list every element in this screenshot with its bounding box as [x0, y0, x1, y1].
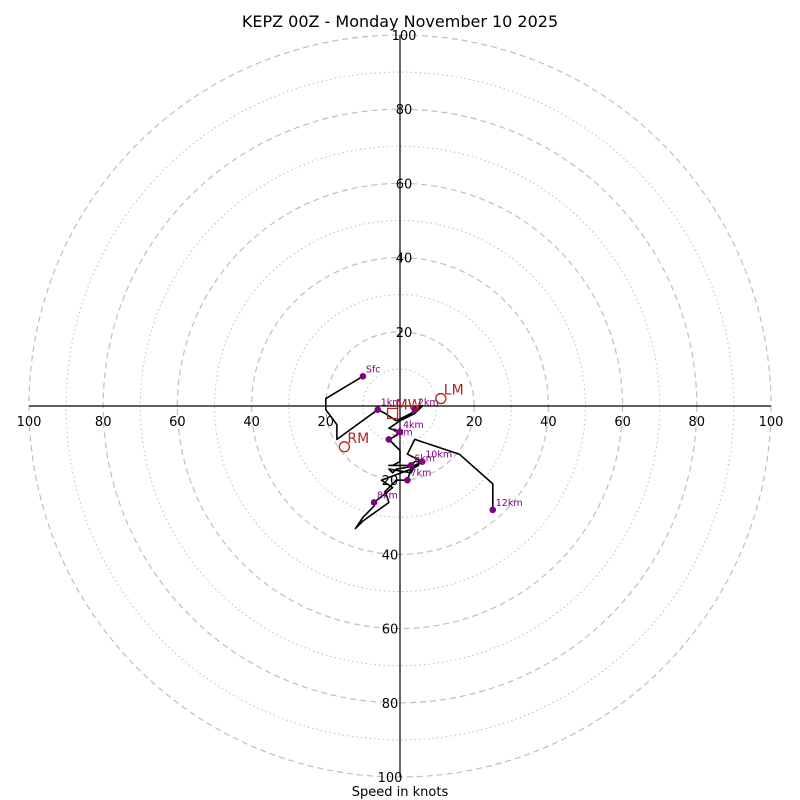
storm-label-rm: RM	[347, 431, 369, 447]
height-point-1km	[374, 406, 382, 414]
height-point-8km	[370, 499, 378, 506]
tick-top-60: 60	[396, 177, 413, 192]
tick-left-40: 40	[243, 415, 260, 430]
tick-bottom-60: 60	[382, 623, 399, 638]
hodograph-trace	[325, 375, 494, 530]
axes	[29, 35, 771, 777]
storm-marker-rm	[338, 441, 351, 453]
storm-marker-mw	[386, 407, 399, 420]
height-markers: Sfc1km2km3km4km6km7km8km10km12km	[359, 364, 523, 514]
height-label-4km: 4km	[403, 420, 424, 431]
chart-title: KEPZ 00Z - Monday November 10 2025	[242, 12, 558, 31]
height-label-8km: 8km	[377, 490, 398, 501]
height-label-sfc: Sfc	[366, 364, 381, 375]
height-point-10km	[418, 458, 426, 465]
tick-right-80: 80	[689, 415, 706, 430]
tick-right-60: 60	[614, 415, 631, 430]
height-label-1km: 1km	[381, 398, 402, 409]
tick-left-60: 60	[169, 415, 186, 430]
height-point-sfc	[359, 373, 367, 380]
height-label-10km: 10km	[425, 450, 452, 461]
tick-bottom-80: 80	[382, 697, 399, 712]
tick-left-80: 80	[95, 415, 112, 430]
wind-profile	[325, 375, 494, 530]
tick-left-100: 100	[17, 415, 42, 430]
storm-marker-lm	[435, 392, 447, 405]
height-label-12km: 12km	[496, 498, 523, 509]
height-point-3km	[385, 436, 393, 443]
storm-label-mw: MW	[396, 397, 422, 413]
tick-top-40: 40	[396, 252, 413, 267]
tick-top-100: 100	[392, 29, 417, 44]
height-point-12km	[489, 506, 497, 514]
tick-right-100: 100	[759, 415, 784, 430]
storm-label-lm: LM	[444, 383, 464, 399]
tick-left-20: 20	[318, 415, 335, 430]
height-point-4km	[396, 428, 404, 436]
tick-bottom-40: 40	[382, 548, 399, 563]
height-label-2km: 2km	[418, 398, 439, 409]
storm-motion-markers: LM RM MW	[338, 383, 464, 453]
height-point-7km	[404, 476, 411, 484]
height-point-6km	[407, 462, 415, 469]
tick-right-20: 20	[466, 415, 483, 430]
tick-top-80: 80	[396, 103, 413, 118]
tick-labels: 100 80 60 40 20 20 40 60 80 100100806040202040608…	[17, 29, 784, 786]
height-label-7km: 7km	[410, 468, 431, 479]
height-label-6km: 6km	[414, 453, 435, 464]
height-point-2km	[411, 406, 419, 414]
tick-bottom-100: 100	[378, 771, 403, 786]
tick-right-40: 40	[540, 415, 557, 430]
tick-top-20: 20	[396, 326, 413, 341]
x-axis-label: Speed in knots	[352, 785, 449, 800]
